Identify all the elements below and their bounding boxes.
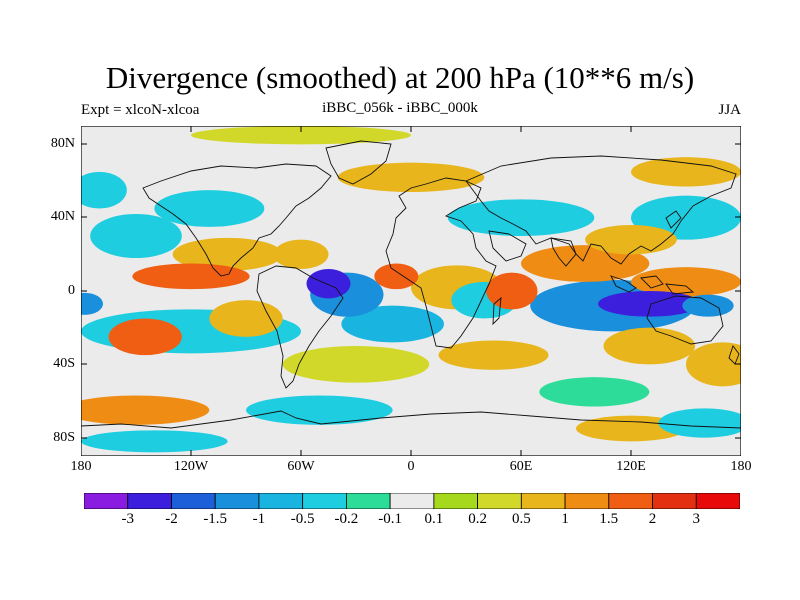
colorbar-tick-label: -1	[252, 511, 266, 527]
contour-region	[154, 190, 265, 227]
coastline-greenland	[325, 140, 392, 185]
contour-region	[81, 292, 103, 315]
colorbar-tick-label: -0.5	[290, 511, 315, 527]
colorbar	[84, 493, 740, 509]
contour-region	[90, 214, 182, 258]
coastline-asia	[465, 155, 737, 265]
coastline-india	[550, 237, 577, 267]
contour-region	[374, 263, 419, 290]
contour-region	[658, 408, 741, 438]
contour-region	[191, 126, 411, 145]
experiment-label: Expt = xlcoN-xlcoa	[81, 102, 200, 118]
colorbar-swatch	[345, 493, 391, 509]
colorbar-swatch	[389, 493, 435, 509]
contour-region	[598, 291, 701, 317]
season-label: JJA	[718, 102, 741, 118]
lon-label-180w: 180	[70, 459, 92, 474]
contour-region	[306, 269, 351, 299]
contour-region	[585, 225, 677, 255]
run-difference-label: iBBC_056k - iBBC_000k	[322, 100, 478, 116]
contour-region	[337, 162, 485, 192]
colorbar-tick-label: 0.2	[468, 511, 487, 527]
colorbar-swatch	[171, 493, 216, 509]
colorbar-tick-label: 3	[692, 511, 701, 527]
colorbar-tick-label: 0.1	[424, 511, 444, 527]
contour-region	[447, 199, 595, 236]
colorbar-swatch	[302, 493, 347, 509]
contour-region	[282, 346, 430, 383]
colorbar-swatch	[84, 493, 129, 509]
lat-label-40s: 40S	[53, 356, 75, 371]
coastline-south-america	[256, 265, 344, 389]
colorbar-tick-label: -0.2	[334, 511, 359, 527]
colorbar-swatch	[127, 493, 172, 509]
coastline-japan	[665, 210, 682, 229]
contour-region	[603, 327, 696, 365]
contour-region	[631, 157, 741, 187]
colorbar-swatch	[477, 493, 522, 509]
contour-region	[539, 377, 650, 407]
lat-ticks	[81, 143, 741, 439]
colorbar-swatch	[258, 493, 304, 509]
colorbar-swatch	[652, 493, 697, 509]
colorbar-swatch	[433, 493, 479, 509]
coastline-arabia	[488, 230, 527, 262]
contour-region	[341, 305, 444, 343]
contour-region	[631, 267, 741, 297]
contour-region	[438, 340, 549, 370]
colorbar-tick-label: 2	[648, 511, 657, 527]
contour-region	[686, 342, 741, 387]
colorbar-tick-label: 1.5	[599, 511, 619, 527]
contour-region	[108, 318, 182, 356]
lon-label-60w: 60W	[287, 459, 315, 474]
coastline-madagascar	[492, 296, 502, 326]
lat-label-40n: 40N	[50, 209, 75, 224]
colorbar-tick-label: -2	[165, 511, 178, 527]
coastline-australia	[646, 295, 724, 345]
lat-label-80s: 80S	[53, 430, 75, 445]
colorbar-swatch	[695, 493, 740, 509]
colorbar-swatch	[520, 493, 566, 509]
coastline-indonesia	[610, 275, 695, 295]
lon-label-120e: 120E	[616, 459, 646, 474]
lon-label-0: 0	[407, 459, 415, 474]
contour-region	[521, 245, 650, 282]
contour-region	[273, 239, 329, 269]
contour-region	[682, 294, 734, 317]
colorbar-tick-label: 1	[561, 511, 569, 527]
contour-region	[81, 395, 210, 425]
lon-label-180e: 180	[730, 459, 752, 474]
contour-region	[132, 263, 250, 290]
contour-fill-layer	[81, 126, 741, 453]
coastline-layer	[81, 140, 741, 429]
lon-label-60e: 60E	[509, 459, 533, 474]
coastline-antarctica	[81, 410, 741, 429]
colorbar-tick-label: -1.5	[203, 511, 228, 527]
colorbar-tick-label: -0.1	[378, 511, 402, 527]
lat-label-eq: 0	[68, 283, 75, 298]
plot-title: Divergence (smoothed) at 200 hPa (10**6 …	[105, 60, 695, 95]
contour-region	[172, 237, 283, 271]
lon-ticks	[190, 126, 632, 456]
contour-region	[246, 395, 393, 425]
colorbar-swatch	[214, 493, 260, 509]
contour-region	[209, 300, 283, 337]
lat-label-80n: 80N	[50, 136, 75, 151]
contour-region	[81, 171, 127, 209]
divergence-map	[81, 126, 741, 456]
contour-region	[81, 430, 228, 453]
lon-label-120w: 120W	[173, 459, 209, 474]
coastline-north-america	[142, 163, 332, 277]
colorbar-tick-label: 0.5	[511, 511, 531, 527]
colorbar-swatch	[564, 493, 610, 509]
colorbar-swatch	[608, 493, 653, 509]
coastline-europe-africa	[385, 177, 497, 349]
contour-region	[576, 415, 686, 442]
colorbar-tick-label: -3	[121, 511, 134, 527]
